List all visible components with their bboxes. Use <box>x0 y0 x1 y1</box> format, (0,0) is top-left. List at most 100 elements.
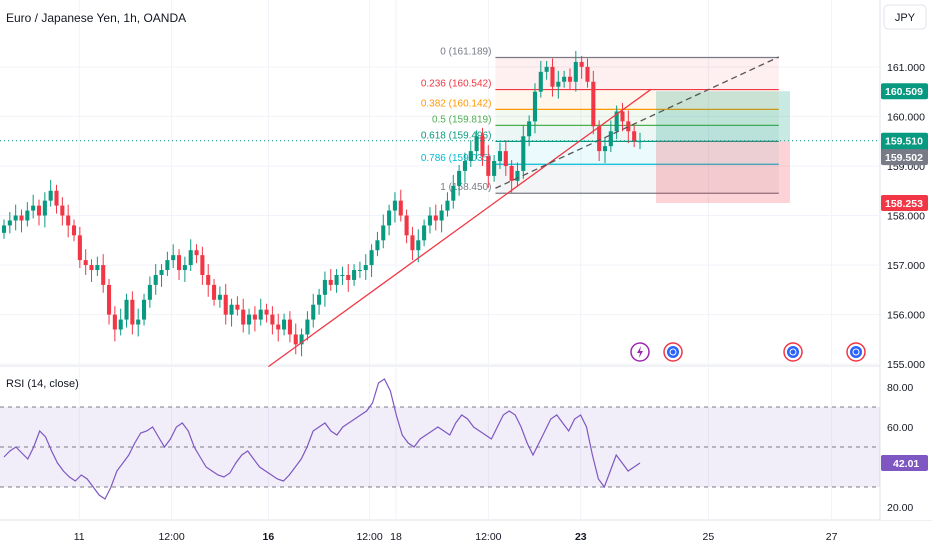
candle-body <box>311 304 316 320</box>
candle-body <box>264 309 269 315</box>
candle-body <box>457 170 462 186</box>
candle-body <box>177 255 182 271</box>
trendline-projection[interactable] <box>495 56 780 189</box>
candle-body <box>206 274 211 285</box>
candle-body <box>101 265 106 285</box>
currency-button[interactable] <box>883 4 927 30</box>
fib-zone <box>495 141 779 165</box>
fibonacci-retracement[interactable]: 0 (161.189) 0.236 (160.542) 0.382 (160.142… <box>421 47 779 194</box>
candle-body <box>1 225 7 233</box>
price-tick-label: 160.000 <box>887 111 925 123</box>
flag-icon-inner <box>667 346 679 358</box>
candle-body <box>334 274 339 285</box>
candle-body <box>270 314 275 325</box>
fib-level-label: 0.618 (159.496) <box>421 130 492 141</box>
time-tick-label: 12:00 <box>475 531 501 543</box>
candle-body <box>317 294 322 305</box>
candle-body <box>188 250 193 266</box>
candle-body <box>445 200 450 211</box>
time-tick-label: 25 <box>703 531 715 543</box>
position-profit-zone[interactable] <box>656 91 790 141</box>
price-tick-label: 157.000 <box>887 260 925 272</box>
candle-body <box>54 190 59 206</box>
candle-body <box>322 279 327 295</box>
fib-zone <box>495 109 779 126</box>
candle-body <box>31 205 36 211</box>
candle-body <box>19 215 24 221</box>
price-tag <box>881 149 928 166</box>
candle-body <box>200 255 205 275</box>
candle-body <box>509 165 514 181</box>
candle-body <box>637 141 643 143</box>
candle-body <box>503 151 508 166</box>
candle-body <box>112 314 117 330</box>
candle-body <box>258 309 263 320</box>
fib-zone <box>495 57 779 90</box>
candle-body <box>299 334 304 345</box>
candle-body <box>369 250 374 266</box>
candle-body <box>357 270 362 272</box>
candle-body <box>340 274 345 276</box>
candle-body <box>25 210 30 221</box>
candle-body <box>293 334 298 345</box>
trendline-support[interactable] <box>268 88 652 368</box>
rsi-value-label: 42.01 <box>893 458 919 470</box>
candle-body <box>579 61 584 67</box>
price-tick-label: 155.000 <box>887 359 925 371</box>
event-markers[interactable] <box>630 342 866 362</box>
candle-body <box>567 76 573 82</box>
candle-body <box>212 284 217 300</box>
candle-body <box>474 136 479 152</box>
candle-body <box>66 215 71 226</box>
price-pane[interactable] <box>0 0 880 365</box>
candle-body <box>608 131 613 147</box>
candle-body <box>352 270 357 280</box>
flag-icon-ring <box>669 348 677 356</box>
price-tag-label: 159.502 <box>885 152 923 164</box>
long-position-tool[interactable] <box>656 91 790 203</box>
price-tick-label: 161.000 <box>887 62 925 74</box>
candle-body <box>626 121 631 132</box>
trendlines[interactable] <box>0 56 880 368</box>
candle-body <box>141 299 147 320</box>
candle-body <box>223 294 228 315</box>
position-stop-zone[interactable] <box>656 140 790 203</box>
candle-body <box>276 324 281 330</box>
time-tick-label: 11 <box>74 531 85 543</box>
price-candles <box>1 51 643 357</box>
candle-body <box>48 190 53 201</box>
candle-body <box>71 225 77 236</box>
candle-body <box>562 76 567 82</box>
lightning-icon-glyph <box>637 346 643 358</box>
rsi-tick-label: 80.00 <box>887 382 913 394</box>
price-tag <box>881 83 928 100</box>
fib-level-label: 0.5 (159.819) <box>432 114 492 125</box>
candle-body <box>95 265 100 271</box>
currency-label: JPY <box>895 12 916 24</box>
rsi-pane[interactable] <box>0 367 880 519</box>
candle-body <box>305 319 310 335</box>
candle-body <box>159 270 164 275</box>
price-tick-label: 158.000 <box>887 211 925 223</box>
candle-body <box>13 215 18 221</box>
candle-body <box>416 240 421 251</box>
candle-body <box>235 304 240 310</box>
fib-level-label: 0.786 (159.035) <box>421 153 492 164</box>
candle-body <box>515 170 520 181</box>
candle-body <box>147 284 152 300</box>
time-tick-label: 27 <box>826 531 838 543</box>
candle-body <box>241 309 246 325</box>
chart-title: Euro / Japanese Yen, 1h, OANDA <box>6 11 186 25</box>
time-axis[interactable]: 11 12:00 16 12:00 18 12:00 23 25 27 <box>74 531 838 543</box>
candle-body <box>398 200 403 216</box>
fib-level-label: 1 (158.450) <box>440 182 491 193</box>
candle-body <box>433 215 438 221</box>
candle-body <box>182 265 187 271</box>
candle-body <box>136 319 141 325</box>
rsi-indicator <box>0 378 880 500</box>
rsi-label: RSI (14, close) <box>6 378 79 390</box>
price-axis[interactable]: 155.000156.000157.000158.000159.000160.0… <box>881 30 932 520</box>
price-tag-label: 160.509 <box>885 86 923 98</box>
candle-body <box>422 225 427 241</box>
